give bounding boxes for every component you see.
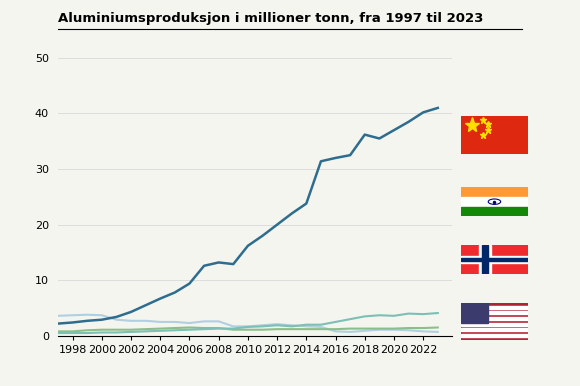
Bar (461, 197, 528, 207)
Bar (461, 258, 528, 261)
Bar (461, 323, 528, 325)
Bar (461, 334, 528, 337)
Bar (479, 245, 491, 274)
Bar (461, 306, 528, 309)
Bar (461, 187, 528, 197)
Text: Aluminiumsproduksjon i millioner tonn, fra 1997 til 2023: Aluminiumsproduksjon i millioner tonn, f… (58, 12, 483, 25)
Bar (461, 317, 528, 320)
Bar (461, 303, 488, 323)
Bar (461, 328, 528, 331)
Bar (461, 312, 528, 314)
Bar (461, 207, 528, 216)
Bar (461, 256, 528, 263)
Bar (483, 245, 488, 274)
